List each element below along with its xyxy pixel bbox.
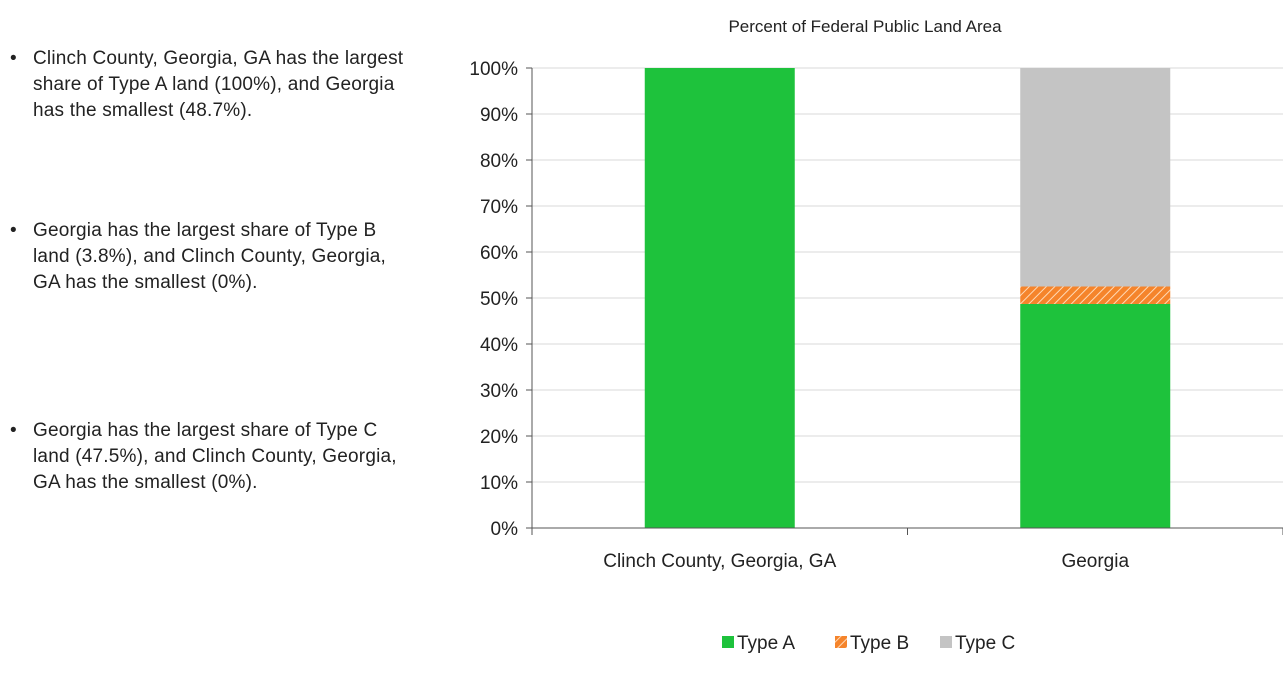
legend-swatch [940,636,952,648]
y-tick-label: 30% [480,381,518,402]
bullet-item: • Georgia has the largest share of Type … [10,418,410,496]
bar-segment-type-a [1020,303,1171,528]
legend-swatch [835,636,847,648]
y-tick-label: 100% [469,59,518,80]
bullet-text: Clinch County, Georgia, GA has the large… [33,48,404,121]
bullet-dot: • [10,48,17,69]
bar-segment-type-a [644,68,795,528]
bullet-dot: • [10,420,17,441]
chart-title: Percent of Federal Public Land Area [728,17,1002,36]
x-tick-label: Georgia [1061,551,1129,572]
y-tick-label: 0% [491,519,519,540]
legend-label: Type A [737,633,795,654]
y-tick-label: 80% [480,151,518,172]
bullet-dot: • [10,220,17,241]
y-tick-label: 50% [480,289,518,310]
y-tick-label: 40% [480,335,518,356]
gridlines [532,67,1283,483]
y-tick-label: 90% [480,105,518,126]
y-tick-label: 70% [480,197,518,218]
legend-label: Type C [955,633,1015,654]
bullet-item: • Clinch County, Georgia, GA has the lar… [10,46,410,124]
bullet-text: Georgia has the largest share of Type C … [33,420,397,493]
bullet-text: Georgia has the largest share of Type B … [33,220,386,293]
legend: Type A Type B Type C [722,633,1015,654]
legend-swatch [722,636,734,648]
bar-segment-type-b [1020,286,1171,304]
legend-label: Type B [850,633,909,654]
bullet-item: • Georgia has the largest share of Type … [10,218,410,296]
y-tick-label: 10% [480,473,518,494]
axes: 0% 10% 20% 30% 40% 50% 60% 70% 80% 90% 100% Clinch … [469,59,1283,572]
y-tick-label: 20% [480,427,518,448]
x-tick-label: Clinch County, Georgia, GA [603,551,836,572]
bars [644,68,1171,528]
bar-segment-type-c [1020,68,1171,287]
y-tick-label: 60% [480,243,518,264]
